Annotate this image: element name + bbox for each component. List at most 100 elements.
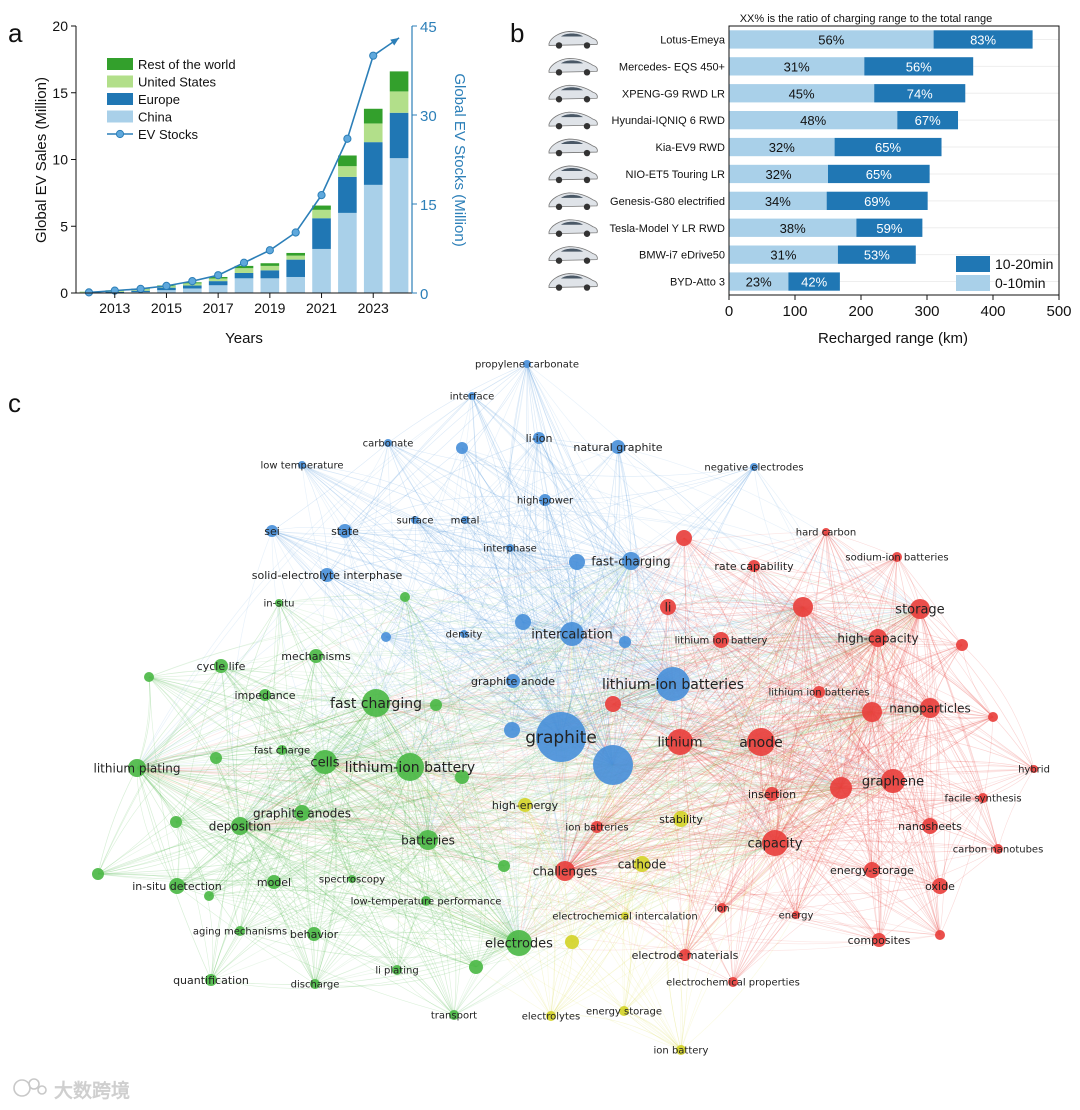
bar-china-2015 (157, 290, 176, 293)
network-node-anode (747, 728, 775, 756)
bar-china-2016 (183, 288, 202, 293)
network-edge (612, 764, 776, 844)
network-edge (641, 608, 921, 865)
network-edge (684, 825, 931, 956)
car-model-label: BMW-i7 eDrive50 (639, 250, 725, 262)
network-edge (564, 608, 921, 872)
legend-swatch (107, 75, 133, 88)
network-node-unlabeled-5 (456, 442, 468, 454)
network-edge (281, 560, 632, 751)
network-edge (874, 780, 894, 941)
network-edge (866, 711, 880, 941)
network-edge (314, 764, 614, 985)
network-edge (239, 729, 513, 827)
network-edge (524, 804, 682, 820)
network-node-sodium-ion-batteries (892, 552, 902, 562)
network-edge (760, 608, 921, 743)
network-edge (264, 633, 573, 696)
network-node-ion-battery (676, 1045, 686, 1055)
network-edge (461, 447, 546, 501)
network-edge (324, 760, 463, 778)
network-edge (795, 608, 921, 916)
network-edge (239, 644, 963, 827)
network-edge (667, 601, 879, 639)
network-edge (564, 711, 873, 872)
network-node-ion-batteries (591, 821, 603, 833)
network-edge (596, 639, 722, 828)
network-edge (840, 637, 879, 789)
network-edge (344, 530, 566, 872)
car-body-icon (548, 192, 598, 208)
network-edge (511, 633, 573, 731)
network-edge (136, 395, 473, 769)
network-edge (271, 530, 674, 685)
network-label: density (446, 630, 483, 641)
network-edge (175, 761, 326, 823)
network-edge (771, 793, 797, 916)
network-edge (753, 556, 898, 573)
bar-0-10min-7 (729, 218, 857, 237)
network-edge (721, 741, 762, 909)
network-edge (271, 530, 511, 552)
network-node-solid-electrolyte-interphase (320, 568, 334, 582)
network-edge (871, 711, 999, 850)
network-edge (321, 574, 328, 763)
network-edge (175, 683, 674, 823)
network-edge (324, 683, 674, 763)
network-edge (679, 707, 931, 743)
network-edge (375, 702, 520, 944)
network-edge (324, 761, 477, 968)
network-edge (210, 702, 377, 981)
network-edge (148, 676, 326, 763)
network-edge (175, 821, 429, 841)
network-edge (623, 741, 762, 1012)
network-edge (148, 676, 873, 713)
network-edge (239, 766, 411, 932)
car-wheel-icon (583, 230, 591, 237)
network-node-energy-storage (864, 862, 880, 878)
network-edge (324, 711, 873, 763)
network-edge (375, 702, 894, 782)
network-edge (571, 863, 643, 943)
network-edge (679, 711, 873, 743)
network-edge (623, 608, 921, 1012)
network-edge (315, 655, 762, 743)
network-edge (374, 702, 455, 1016)
network-edge (877, 637, 931, 827)
network-edge (612, 754, 1035, 770)
network-edge (877, 637, 880, 941)
network-edge (375, 702, 894, 782)
network-edge (679, 706, 931, 743)
network-label: challenges (533, 864, 597, 878)
network-edge (458, 633, 520, 944)
network-edge (564, 854, 873, 872)
network-edge (617, 446, 804, 608)
network-edge (264, 694, 398, 971)
network-edge (961, 644, 994, 718)
network-edge (518, 560, 632, 944)
network-edge (208, 890, 520, 944)
network-edge (273, 838, 776, 883)
network-edge (409, 641, 626, 768)
network-edge (324, 761, 429, 841)
network-edge (871, 711, 1035, 770)
network-edge (892, 556, 898, 782)
car-wheel-icon (555, 149, 563, 157)
network-edge (818, 691, 894, 782)
panel-a-ytick-label: 0 (60, 285, 68, 301)
network-edge (208, 602, 280, 897)
network-edge (818, 691, 931, 709)
bar-china-2020 (286, 276, 305, 293)
bar-10-20min-2 (874, 84, 966, 103)
network-edge (375, 702, 625, 1012)
car-window-icon (561, 141, 583, 145)
network-label: electrolytes (522, 1012, 581, 1023)
network-edge (326, 574, 681, 743)
network-edge (396, 839, 429, 971)
network-edge (375, 702, 681, 752)
network-edge (375, 639, 722, 704)
network-edge (409, 560, 632, 768)
network-edge (612, 637, 879, 766)
network-edge (427, 561, 578, 841)
network-edge (409, 766, 573, 943)
